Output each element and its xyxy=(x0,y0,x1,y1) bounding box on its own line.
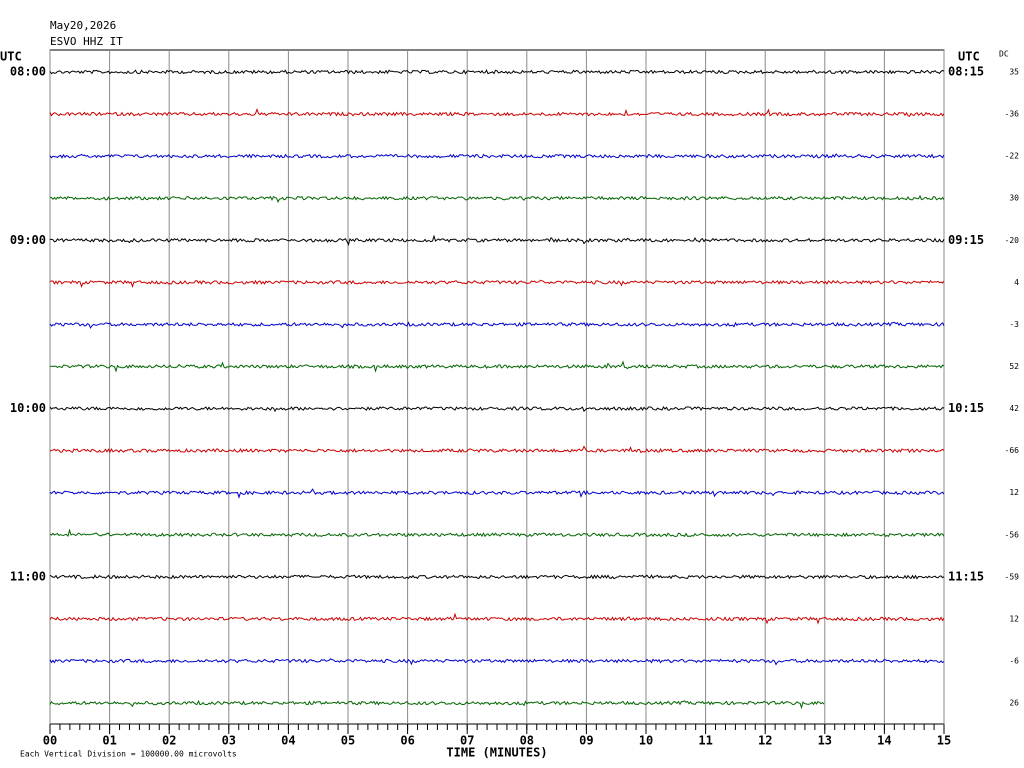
dc-offset: -22 xyxy=(1005,152,1020,161)
trace xyxy=(49,69,945,75)
trace xyxy=(49,406,945,413)
trace xyxy=(49,194,945,203)
row-end-time: 11:15 xyxy=(948,569,984,583)
dc-offset: -6 xyxy=(1009,656,1019,665)
x-tick-label: 00 xyxy=(43,734,57,748)
dc-offset: 12 xyxy=(1009,488,1019,497)
trace xyxy=(49,528,945,538)
dc-offset: 26 xyxy=(1009,699,1019,708)
x-tick-label: 06 xyxy=(400,734,414,748)
trace xyxy=(49,107,945,117)
scale-note: Each Vertical Division = 100000.00 micro… xyxy=(20,750,237,759)
trace xyxy=(49,574,945,580)
dc-offset: 52 xyxy=(1009,362,1019,371)
row-end-time: 08:15 xyxy=(948,65,984,79)
date-title: May20,2026 xyxy=(50,19,116,32)
x-tick-label: 10 xyxy=(639,734,653,748)
trace xyxy=(49,153,945,159)
x-tick-label: 02 xyxy=(162,734,176,748)
row-end-time: 10:15 xyxy=(948,401,984,415)
x-tick-label: 13 xyxy=(818,734,832,748)
dc-offset: -36 xyxy=(1005,110,1020,119)
row-end-time: 09:15 xyxy=(948,233,984,247)
dc-offset: -20 xyxy=(1005,236,1020,245)
trace xyxy=(49,658,945,666)
trace xyxy=(49,234,945,247)
dc-offset: -66 xyxy=(1005,446,1020,455)
dc-offset: 4 xyxy=(1014,278,1019,287)
left-axis-label: UTC xyxy=(0,50,22,64)
dc-offset: -56 xyxy=(1005,530,1020,539)
x-tick-label: 07 xyxy=(460,734,474,748)
x-tick-label: 08 xyxy=(520,734,534,748)
trace xyxy=(49,321,945,329)
trace xyxy=(49,445,945,454)
row-start-time: 09:00 xyxy=(10,233,46,247)
x-axis-label: TIME (MINUTES) xyxy=(446,746,547,760)
trace xyxy=(49,279,945,289)
dc-offset: 30 xyxy=(1009,194,1019,203)
x-tick-label: 09 xyxy=(579,734,593,748)
row-start-time: 10:00 xyxy=(10,401,46,415)
x-tick-label: 05 xyxy=(341,734,355,748)
dc-offset: 35 xyxy=(1009,68,1019,77)
row-start-time: 08:00 xyxy=(10,65,46,79)
dc-offset: 12 xyxy=(1009,614,1019,623)
dc-offset: -3 xyxy=(1009,320,1019,329)
trace xyxy=(49,612,945,625)
x-tick-label: 04 xyxy=(281,734,295,748)
dc-offset: -59 xyxy=(1005,572,1020,581)
dc-offset: 42 xyxy=(1009,404,1019,413)
x-tick-label: 03 xyxy=(222,734,236,748)
x-tick-label: 12 xyxy=(758,734,772,748)
x-tick-label: 11 xyxy=(698,734,712,748)
row-start-time: 11:00 xyxy=(10,569,46,583)
right-axis-label: UTC xyxy=(958,50,980,64)
trace xyxy=(49,488,945,499)
trace xyxy=(49,699,825,710)
station-title: ESVO HHZ IT xyxy=(50,35,123,48)
x-tick-label: 14 xyxy=(877,734,891,748)
trace xyxy=(49,360,945,373)
dc-label: DC xyxy=(999,50,1009,59)
x-tick-label: 15 xyxy=(937,734,951,748)
x-tick-label: 01 xyxy=(102,734,116,748)
